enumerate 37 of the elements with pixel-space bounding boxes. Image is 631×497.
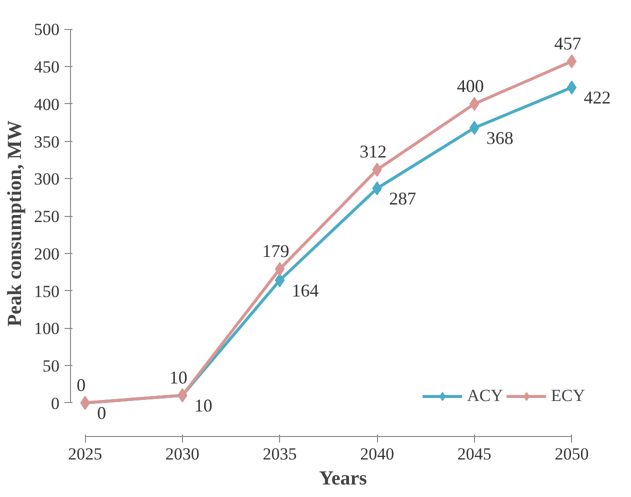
x-tick-label: 2045 bbox=[457, 444, 492, 464]
x-tick-label: 2040 bbox=[360, 444, 394, 464]
y-axis-title: Peak consumption, MW bbox=[4, 120, 26, 327]
data-label: 164 bbox=[292, 280, 319, 300]
data-label: 0 bbox=[76, 374, 86, 395]
data-label: 287 bbox=[389, 188, 416, 208]
data-label: 422 bbox=[584, 87, 611, 108]
y-tick-label: 0 bbox=[51, 394, 60, 413]
data-label: 179 bbox=[262, 241, 290, 262]
x-tick-label: 2025 bbox=[68, 444, 102, 464]
y-tick-label: 350 bbox=[34, 132, 60, 152]
point bbox=[566, 54, 577, 68]
data-label: 400 bbox=[456, 76, 484, 96]
data-label: 10 bbox=[169, 367, 188, 388]
x-tick-label: 2035 bbox=[262, 444, 297, 464]
point bbox=[274, 262, 285, 276]
y-tick-label: 300 bbox=[34, 170, 60, 189]
data-label: 10 bbox=[194, 395, 212, 416]
y-tick-label: 400 bbox=[34, 94, 60, 114]
y-tick-label: 150 bbox=[34, 282, 60, 301]
x-tick-label: 2030 bbox=[165, 444, 200, 464]
y-tick-label: 50 bbox=[42, 356, 60, 376]
y-tick-label: 100 bbox=[34, 319, 60, 338]
point bbox=[566, 80, 577, 94]
data-label: 368 bbox=[486, 128, 514, 148]
y-tick-label: 250 bbox=[34, 207, 60, 226]
point bbox=[274, 273, 285, 288]
y-tick-label: 500 bbox=[34, 20, 60, 40]
x-tick-label: 2050 bbox=[554, 444, 589, 464]
legend-label: ECY bbox=[551, 386, 585, 406]
data-label: 0 bbox=[97, 402, 106, 423]
y-tick-label: 200 bbox=[34, 244, 60, 264]
x-axis-title: Years bbox=[319, 468, 368, 490]
data-label: 312 bbox=[360, 142, 387, 162]
data-label: 457 bbox=[554, 33, 582, 54]
y-tick-label: 450 bbox=[34, 58, 60, 77]
legend-label: ACY bbox=[467, 386, 503, 406]
